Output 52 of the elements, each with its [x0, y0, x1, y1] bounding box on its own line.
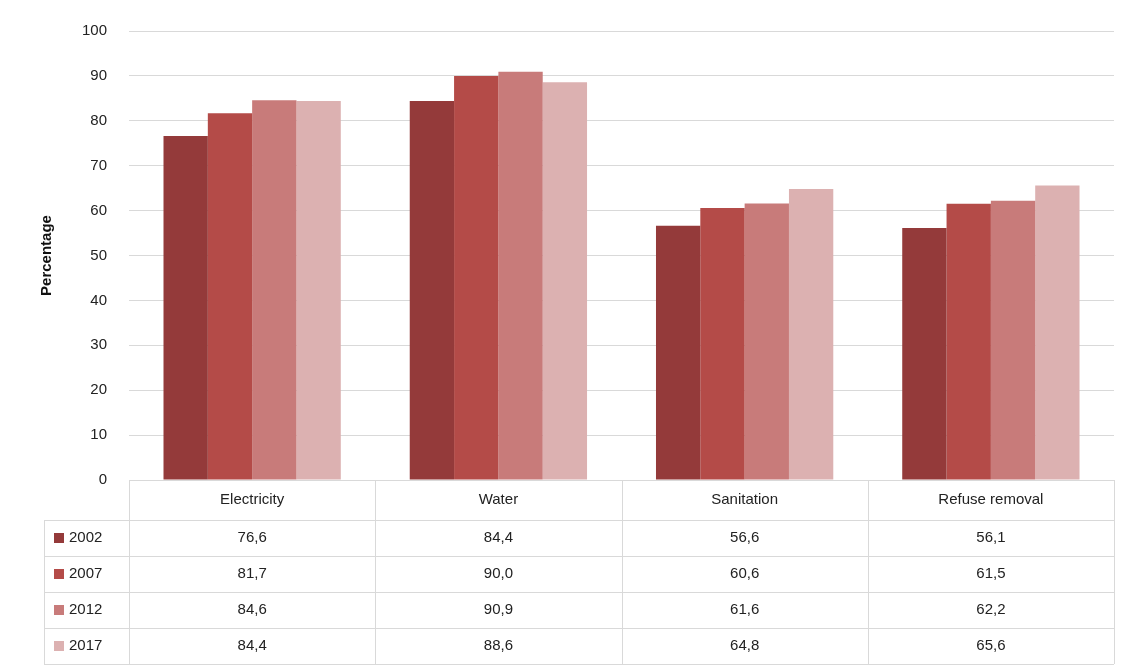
legend-label: 2017: [69, 636, 103, 654]
legend-label: 2012: [69, 600, 103, 618]
bar: [946, 203, 991, 480]
data-label: 81,7: [237, 564, 267, 582]
y-tick-label: 40: [90, 290, 108, 308]
data-label: 84,4: [483, 528, 513, 546]
bar: [700, 207, 745, 480]
y-tick-label: 30: [90, 335, 108, 353]
data-label: 56,6: [730, 528, 760, 546]
y-tick-label: 10: [90, 425, 108, 443]
legend-label: 2002: [69, 528, 103, 546]
bar: [788, 189, 834, 480]
y-tick-label: 0: [98, 470, 108, 488]
bar: [409, 101, 455, 480]
x-tick-label: Refuse removal: [938, 490, 1044, 508]
bar: [655, 225, 701, 480]
data-label: 64,8: [730, 636, 760, 654]
bar: [1035, 185, 1080, 480]
x-tick-label: Sanitation: [711, 490, 778, 508]
bar: [207, 113, 253, 480]
bar: [163, 136, 208, 480]
y-tick-label: 100: [82, 21, 108, 39]
data-label: 76,6: [237, 528, 267, 546]
legend-label: 2007: [69, 564, 103, 582]
y-axis-title: Percentage: [37, 215, 55, 296]
x-tick-label: Electricity: [220, 490, 285, 508]
x-tick-label: Water: [478, 490, 519, 508]
y-tick-label: 60: [90, 200, 108, 218]
data-label: 62,2: [976, 600, 1006, 618]
data-label: 65,6: [976, 636, 1006, 654]
bar: [542, 82, 588, 480]
data-label: 84,6: [237, 600, 267, 618]
y-tick-label: 50: [90, 245, 108, 263]
data-label: 88,6: [483, 636, 513, 654]
data-label: 56,1: [976, 528, 1006, 546]
bar: [252, 100, 297, 480]
data-label: 84,4: [237, 636, 267, 654]
y-tick-label: 80: [90, 110, 108, 128]
bar: [454, 75, 499, 480]
bar: [744, 203, 789, 480]
bar: [990, 200, 1036, 480]
y-tick-label: 20: [90, 380, 108, 398]
bar: [902, 228, 947, 480]
data-label: 61,6: [730, 600, 760, 618]
bar: [498, 71, 543, 480]
y-tick-label: 70: [90, 155, 108, 173]
data-label: 90,9: [483, 600, 513, 618]
data-label: 90,0: [483, 564, 513, 582]
data-label: 60,6: [730, 564, 760, 582]
bar: [296, 101, 341, 480]
data-label: 61,5: [976, 564, 1006, 582]
y-tick-label: 90: [90, 66, 108, 84]
